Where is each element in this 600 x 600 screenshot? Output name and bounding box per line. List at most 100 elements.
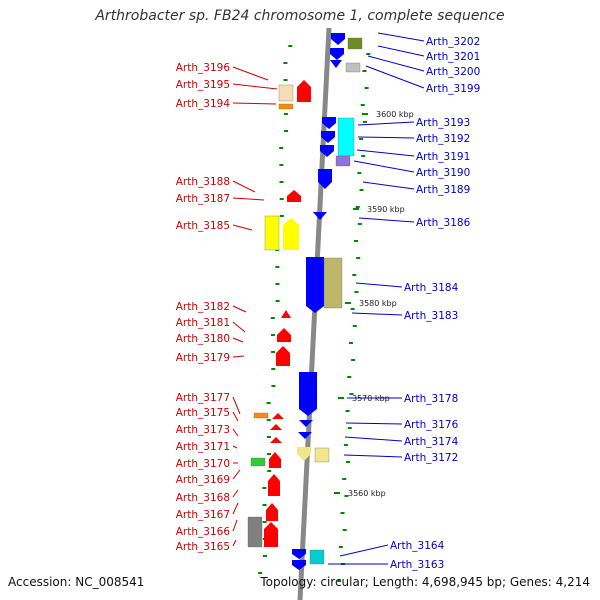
leader-line [232,66,269,81]
gene-arth-3174 [298,432,312,439]
tick-left [283,113,288,115]
tick-left [270,317,275,319]
tick-left [270,334,275,336]
tick-right [350,308,355,310]
tick-left [271,385,276,387]
leader-line [339,544,389,557]
gene-arth-3182 [281,310,291,318]
gene-label-arth-3170: Arth_3170 [176,458,230,470]
tick-left [267,470,272,472]
leader-line [232,489,239,498]
tick-left [262,504,267,506]
tick-right [342,529,347,531]
tick-left [275,300,280,302]
tick-left [275,283,280,285]
gene-label-arth-3172: Arth_3172 [404,452,458,464]
gene-arth-3173 [270,437,282,443]
scale-label: 3600 kbp [376,110,414,119]
leader-line [377,45,425,57]
tick-left [266,419,271,421]
tick-left [275,266,280,268]
tick-right [355,206,360,208]
scale-tick [334,492,340,494]
gene-label-arth-3199: Arth_3199 [426,83,480,95]
tick-left [283,62,288,64]
leader-line [345,422,403,425]
tick-marks [258,45,371,582]
tick-left [283,79,288,81]
scale-tick [338,397,344,399]
tick-right [346,461,351,463]
tick-left [279,181,284,183]
gene-label-arth-3182: Arth_3182 [176,301,230,313]
leader-line [232,197,265,201]
tick-left [279,147,284,149]
leader-line [232,83,278,90]
gene-arth-3195 [297,80,311,102]
gene-arth-3192 [322,117,336,129]
gene-label-arth-3166: Arth_3166 [176,526,231,538]
gene-label-arth-3165: Arth_3165 [176,541,230,553]
gene-arth-3202 [331,33,345,45]
leader-line [344,436,403,442]
leader-line [367,55,425,72]
gene-label-arth-3187: Arth_3187 [176,193,230,205]
gene-arth-3200 [330,60,342,68]
gene-label-arth-3169: Arth_3169 [176,474,230,486]
gene-label-arth-3184: Arth_3184 [404,282,459,294]
gene-arth-3181 [277,328,291,342]
tick-left [262,521,267,523]
gene-label-arth-3174: Arth_3174 [404,436,459,448]
gene-label-arth-3189: Arth_3189 [416,184,470,196]
tick-right [342,478,347,480]
gene-label-arth-3196: Arth_3196 [176,62,231,74]
tick-right [364,87,369,89]
gene-label-arth-3175: Arth_3175 [176,407,230,419]
tick-right [343,444,348,446]
gene-arth-3200 [330,48,344,60]
tick-right [362,70,367,72]
gene-label-arth-3178: Arth_3178 [404,393,458,405]
tick-left [279,164,284,166]
tick-left [266,402,271,404]
leader-line [232,180,256,193]
gene-label-arth-3164: Arth_3164 [390,540,445,552]
gene-label-arth-3171: Arth_3171 [176,441,230,453]
gene-label-arth-3202: Arth_3202 [426,36,480,48]
gene-label-arth-3188: Arth_3188 [176,176,230,188]
gene-labels: Arth_3196 Arth_3195 Arth_3194 Arth_3188 Arth… [176,36,481,571]
scale-label: 3590 kbp [367,205,405,214]
gene-label-arth-3192: Arth_3192 [416,133,470,145]
scale-label: 3570 kbp [352,394,390,403]
scale-label: 3580 kbp [359,299,397,308]
tick-right [347,376,352,378]
gene-label-arth-3195: Arth_3195 [176,79,230,91]
leader-line [232,102,277,105]
gene-label-arth-3186: Arth_3186 [416,217,471,229]
tick-right [345,410,350,412]
leader-line [232,337,244,343]
gene-arth-3163 [292,560,306,570]
label-leader-lines [232,32,425,565]
leader-line [353,160,415,173]
tick-right [359,189,364,191]
gene-features [247,33,363,570]
gene-label-arth-3191: Arth_3191 [416,151,470,163]
leader-line [355,282,403,288]
scale-tick [353,208,359,210]
gene-arth-3173 [270,424,282,430]
gene-arth-3185 [264,215,280,251]
tick-left [288,45,293,47]
leader-line [232,411,239,422]
gene-label-arth-3190: Arth_3190 [416,167,470,179]
tick-right [337,580,342,582]
leader-line [357,136,415,139]
gene-arth-3166 [247,516,263,548]
tick-left [279,215,284,217]
gene-arth-3171 [250,457,266,467]
tick-right [359,138,364,140]
gene-arth-3170 [269,452,281,468]
gene-arth-3193 [337,117,355,157]
gene-arth-3167 [266,503,278,521]
leader-line [357,121,415,126]
